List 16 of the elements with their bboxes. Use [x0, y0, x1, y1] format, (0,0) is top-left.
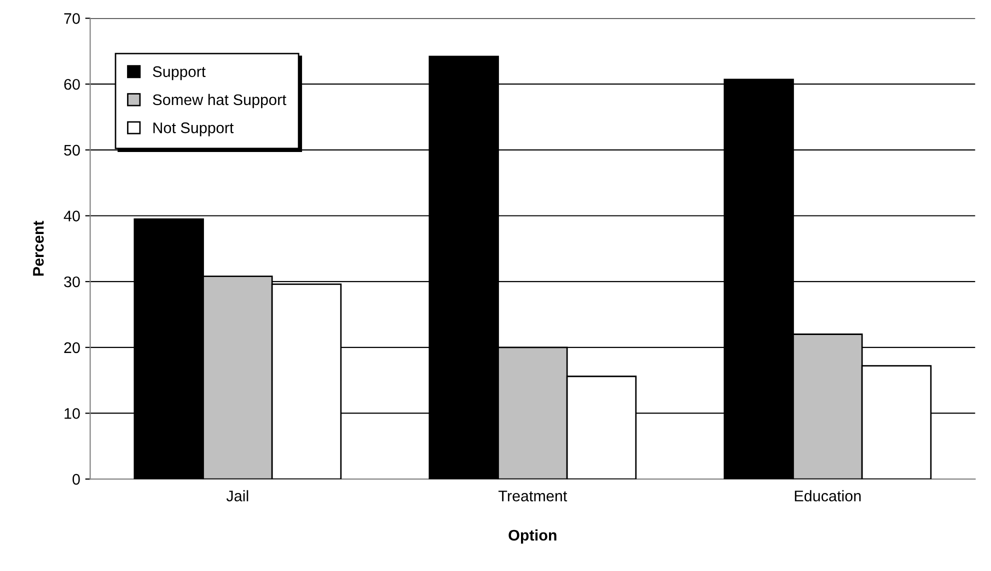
x-tick-label: Jail	[226, 490, 248, 502]
legend-label: Not Support	[153, 122, 234, 136]
legend-label: Somew hat Support	[152, 94, 286, 108]
y-tick-label: 0	[72, 474, 80, 485]
y-tick-label: 40	[64, 210, 80, 222]
legend-label: Support	[152, 66, 206, 80]
x-tick-label: Treatment	[498, 490, 568, 502]
y-tick-label: 10	[64, 408, 80, 419]
y-tick-label: 70	[64, 13, 80, 24]
y-tick-label: 60	[64, 78, 80, 90]
y-tick-label: 30	[64, 276, 80, 288]
x-tick-label: Education	[794, 490, 861, 502]
y-tick-label: 20	[64, 342, 80, 354]
y-tick-label: 50	[64, 144, 80, 156]
y-axis-title: Percent	[33, 220, 44, 276]
x-axis-title: Option	[508, 529, 556, 544]
